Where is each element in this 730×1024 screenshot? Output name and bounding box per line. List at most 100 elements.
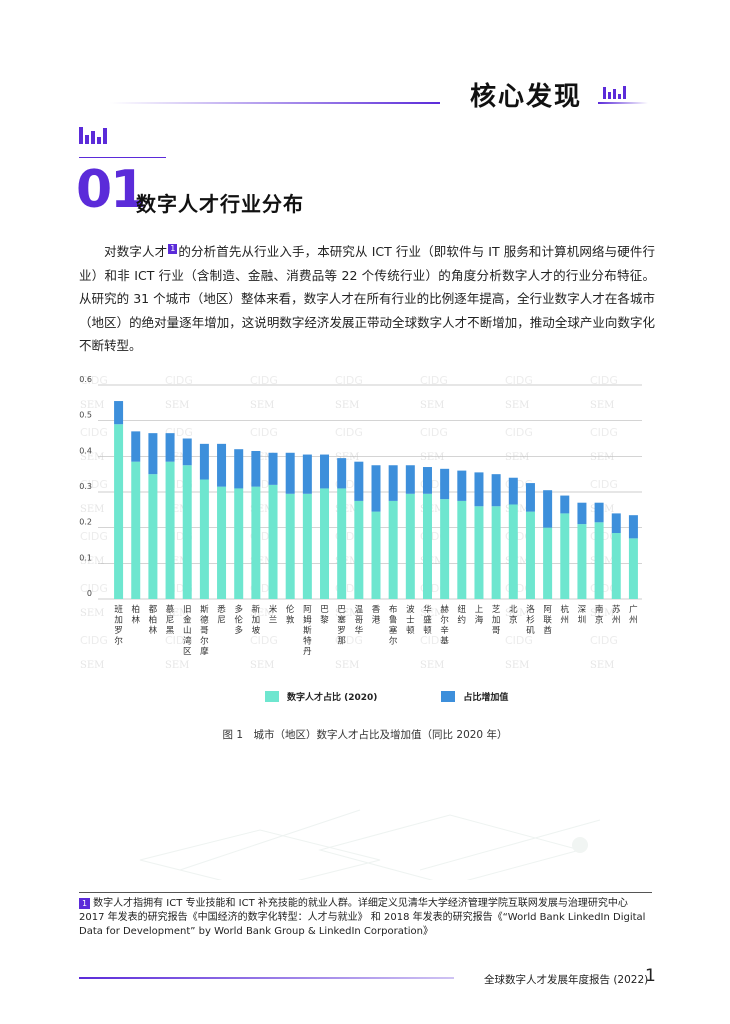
bar-share-increase (199, 443, 209, 480)
watermark-text: SEM (590, 608, 614, 619)
body-paragraph: 对数字人才 1 的分析首先从行业入手，本研究从 ICT 行业（即软件与 IT 服务和… (79, 240, 655, 358)
watermark-text: CIDG (250, 374, 278, 387)
watermark-text: CIDG (165, 374, 193, 387)
x-tick-label: 巴塞罗那 (337, 605, 346, 647)
section-rule (79, 157, 166, 158)
x-tick-label: 杭州 (561, 604, 570, 626)
bar-share-2020 (302, 493, 312, 599)
bar-share-increase (148, 433, 158, 475)
watermark-text: CIDG (80, 634, 108, 647)
bar-share-increase (302, 454, 312, 494)
x-tick-label: 华盛顿 (423, 604, 432, 636)
watermark-text: SEM (590, 400, 614, 411)
bar-share-2020 (457, 500, 467, 599)
header-line-right (598, 102, 648, 104)
bar-share-2020 (199, 479, 209, 599)
y-tick-label: 0.3 (79, 482, 92, 491)
watermark-text: SEM (80, 452, 104, 463)
bar-share-increase (508, 477, 518, 505)
watermark-text: SEM (165, 556, 189, 567)
bar-share-2020 (268, 484, 278, 599)
watermark-text: SEM (80, 556, 104, 567)
footnote-number: 1 (79, 898, 91, 909)
bar-share-increase (474, 472, 484, 507)
watermark-text: CIDG (80, 530, 108, 543)
bar-share-2020 (422, 493, 432, 599)
bar-share-2020 (165, 461, 175, 599)
x-tick-label: 新加坡 (252, 604, 261, 636)
watermark-text: CIDG (505, 426, 533, 439)
bar-share-increase (285, 452, 295, 494)
bar-share-increase (491, 474, 501, 507)
watermark-text: SEM (335, 504, 359, 515)
x-tick-label: 南京 (595, 604, 604, 626)
x-tick-label: 赫尔辛基 (440, 605, 449, 647)
figure-caption: 图 1 城市（地区）数字人才占比及增加值（同比 2020 年） (222, 729, 508, 741)
x-tick-label: 慕尼黑 (166, 604, 175, 636)
x-tick-label: 斯德哥尔摩 (200, 604, 209, 657)
bar-share-2020 (354, 500, 364, 599)
watermark-text: SEM (420, 504, 444, 515)
bar-share-increase (594, 502, 604, 523)
bar-share-increase (131, 431, 141, 462)
bar-share-2020 (560, 513, 570, 599)
x-tick-label: 班加罗尔 (114, 604, 123, 647)
x-tick-label: 温哥华 (355, 604, 364, 636)
watermark-text: SEM (420, 660, 444, 671)
x-tick-label: 伦敦 (286, 604, 295, 626)
bar-share-increase (371, 465, 381, 512)
watermark-text: CIDG (80, 426, 108, 439)
bar-share-increase (234, 449, 244, 489)
bar-share-2020 (628, 538, 638, 599)
x-tick-label: 纽约 (458, 604, 467, 626)
bar-share-2020 (440, 499, 450, 599)
watermark-text: SEM (505, 452, 529, 463)
watermark-text: CIDG (335, 634, 363, 647)
bar-share-2020 (234, 488, 244, 599)
x-tick-label: 上海 (475, 605, 484, 626)
bar-share-increase (165, 433, 175, 462)
watermark-text: SEM (335, 608, 359, 619)
x-tick-label: 阿姆斯特丹 (303, 605, 312, 657)
watermark-text: SEM (335, 660, 359, 671)
watermark-text: SEM (420, 556, 444, 567)
bar-share-increase (525, 483, 535, 512)
bar-share-2020 (491, 506, 501, 599)
page-number: 1 (645, 966, 656, 986)
x-tick-label: 广州 (629, 604, 638, 626)
bar-share-increase (268, 452, 278, 485)
bar-share-2020 (182, 465, 192, 599)
x-tick-label: 洛杉矶 (526, 604, 535, 636)
legend-label-share: 数字人才占比 (2020) (287, 693, 378, 703)
x-tick-label: 米兰 (269, 604, 278, 626)
x-tick-label: 芝加哥 (492, 604, 501, 636)
background-decoration (139, 809, 601, 880)
x-tick-label: 深圳 (578, 605, 587, 626)
footnote-reference[interactable]: 1 (168, 243, 178, 254)
watermark-text: SEM (335, 556, 359, 567)
y-tick-label: 0 (87, 589, 92, 598)
x-tick-label: 苏州 (612, 604, 621, 626)
watermark-text: SEM (250, 608, 274, 619)
footnote: 1 数字人才指拥有 ICT 专业技能和 ICT 补充技能的就业人群。详细定义见清华… (79, 897, 654, 939)
watermark-text: CIDG (590, 426, 618, 439)
y-tick-label: 0.2 (79, 518, 92, 527)
watermark-text: SEM (590, 452, 614, 463)
watermark-text: SEM (165, 400, 189, 411)
watermark-text: CIDG (505, 634, 533, 647)
bar-share-2020 (594, 522, 604, 599)
watermark-text: SEM (80, 400, 104, 411)
watermark-text: SEM (590, 660, 614, 671)
bar-chart-icon (603, 86, 626, 99)
watermark-text: SEM (420, 452, 444, 463)
footnote-text: 数字人才指拥有 ICT 专业技能和 ICT 补充技能的就业人群。详细定义见清华大… (79, 898, 646, 937)
x-tick-label: 阿联酋 (543, 605, 552, 636)
body-text-part2: 的分析首先从行业入手，本研究从 ICT 行业（即软件与 IT 服务和计算机网络与… (79, 244, 655, 353)
bar-share-2020 (508, 504, 518, 599)
watermark-text: CIDG (80, 478, 108, 491)
bar-share-increase (251, 450, 261, 487)
watermark-text: SEM (335, 452, 359, 463)
bar-share-2020 (217, 486, 227, 599)
bar-share-increase (354, 461, 364, 501)
x-tick-label: 布鲁塞尔 (389, 604, 398, 647)
